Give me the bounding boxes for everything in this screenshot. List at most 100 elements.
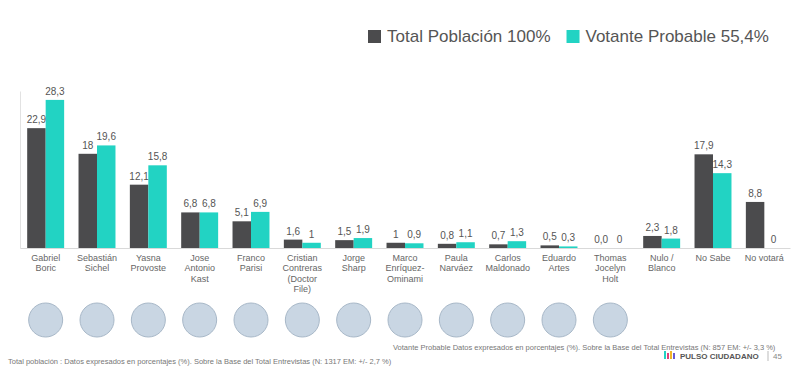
logo-mark [667, 353, 669, 359]
data-label: 0,7 [491, 230, 505, 241]
x-tick: No Sabe [695, 253, 730, 263]
x-axis-line [21, 248, 791, 249]
bar [438, 244, 456, 248]
data-label: 1,3 [510, 227, 524, 238]
bar [746, 202, 764, 248]
candidate-photo [183, 303, 217, 337]
bar [662, 239, 680, 248]
legend: Total Población 100% Votante Probable 55,… [368, 27, 769, 46]
x-tick: SebastiánSichel [77, 253, 117, 273]
candidate-photo [285, 303, 319, 337]
data-label: 12,1 [129, 171, 149, 182]
x-tick-label: Nulo /Blanco [648, 253, 676, 273]
x-tick: JorgeSharp [342, 253, 366, 273]
x-tick: YasnaProvoste [131, 253, 167, 273]
separator [768, 351, 769, 361]
bar [200, 212, 218, 248]
annotations: Votante Probable Datos expresados en por… [8, 343, 782, 366]
data-label: 19,6 [97, 131, 117, 142]
bar [695, 154, 713, 248]
candidate-photo [542, 303, 576, 337]
data-label: 0,8 [440, 230, 454, 241]
x-tick-label: GabrielBoric [31, 253, 60, 273]
legend-item: Votante Probable 55,4% [567, 27, 769, 46]
x-tick-label: PaulaNarváez [440, 253, 474, 273]
bar [130, 185, 148, 248]
bar [148, 165, 166, 248]
data-label: 1,6 [286, 226, 300, 237]
bar [46, 100, 64, 248]
y-axis-line [20, 92, 21, 249]
bar [508, 241, 526, 248]
candidate-photo [80, 303, 114, 337]
x-tick: FrancoParisi [237, 253, 265, 273]
x-tick-label: EduardoArtes [542, 253, 576, 273]
bar [302, 243, 320, 248]
x-tick-label: No Sabe [695, 253, 730, 263]
x-tick: ThomasJocelynHolt [594, 253, 627, 284]
bar [764, 248, 782, 249]
legend-label: Total Población 100% [387, 27, 551, 46]
bar [97, 145, 115, 248]
x-tick: CarlosMaldonado [485, 253, 530, 273]
x-tick-label: JorgeSharp [342, 253, 366, 273]
bar [541, 245, 559, 248]
data-label: 1 [309, 229, 315, 240]
bar [713, 173, 731, 248]
page-number: 45 [773, 352, 782, 361]
bar [643, 236, 661, 248]
data-label: 1 [393, 229, 399, 240]
x-tick-label: ThomasJocelynHolt [594, 253, 627, 284]
bar [489, 244, 507, 248]
x-tick-label: FrancoParisi [237, 253, 265, 273]
brand: PULSO CIUDADANO [680, 352, 759, 361]
data-label: 0,5 [543, 231, 557, 242]
data-label: 18 [82, 140, 94, 151]
x-tick: MarcoEnríquez-Ominami [385, 253, 424, 284]
x-tick: GabrielBoric [31, 253, 60, 273]
x-tick: Nulo /Blanco [648, 253, 676, 273]
candidate-photo [439, 303, 473, 337]
candidate-photo [388, 303, 422, 337]
candidate-photo [131, 303, 165, 337]
bar [251, 212, 269, 248]
x-tick: JoseAntonioKast [184, 253, 215, 284]
candidate-photo [234, 303, 268, 337]
bar [335, 240, 353, 248]
x-tick: CristianContreras(DoctorFile) [283, 253, 323, 294]
bar [354, 238, 372, 248]
data-label: 6,8 [183, 198, 197, 209]
data-label: 1,9 [356, 224, 370, 235]
data-label: 0 [617, 234, 623, 245]
bar [559, 246, 577, 248]
data-label: 2,3 [645, 222, 659, 233]
bar [181, 212, 199, 248]
x-axis: GabrielBoric SebastiánSichel YasnaProvoste… [21, 249, 791, 294]
legend-swatch [567, 30, 580, 43]
bar-series [46, 100, 732, 248]
data-label: 1,1 [459, 228, 473, 239]
x-tick-label: CristianContreras(DoctorFile) [283, 253, 323, 294]
candidate-photo [593, 303, 627, 337]
x-tick-label: YasnaProvoste [131, 253, 167, 273]
chart: 22,91812,16,85,11,61,510,80,70,50,02,317… [0, 0, 800, 369]
bar [79, 154, 97, 248]
data-label: 0,9 [407, 229, 421, 240]
data-label: 0,0 [594, 234, 608, 245]
data-label: 28,3 [45, 86, 65, 97]
photos [29, 303, 628, 337]
logo-mark [673, 353, 675, 359]
bar [387, 243, 405, 248]
bar [456, 242, 474, 248]
data-labels: 22,91812,16,85,11,61,510,80,70,50,02,317… [27, 86, 777, 245]
x-tick-label: No votará [745, 253, 784, 263]
bar [27, 128, 45, 248]
logo-mark [664, 351, 666, 359]
data-label: 0 [771, 234, 777, 245]
legend-item: Total Población 100% [368, 27, 551, 46]
x-tick-label: CarlosMaldonado [485, 253, 530, 273]
x-tick: EduardoArtes [542, 253, 576, 273]
legend-swatch [368, 30, 381, 43]
data-label: 8,8 [748, 188, 762, 199]
x-tick: PaulaNarváez [440, 253, 474, 273]
